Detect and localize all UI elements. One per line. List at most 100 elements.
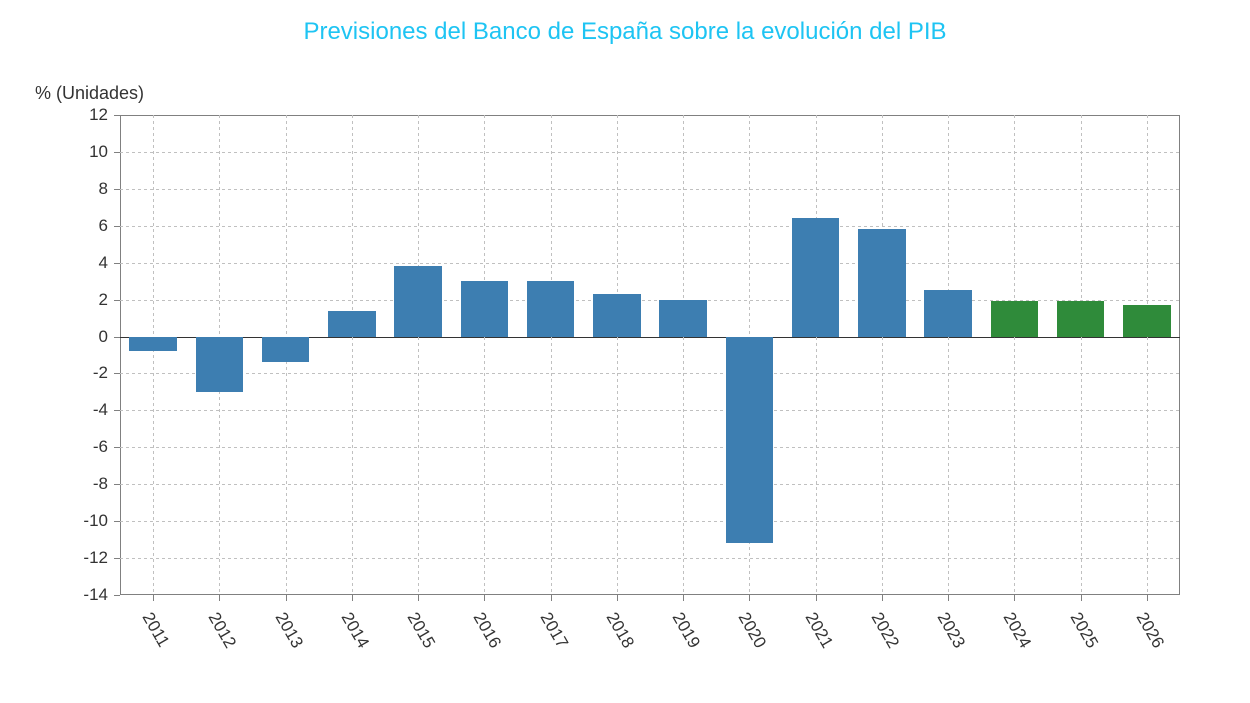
x-tick-label: 2020 — [734, 609, 770, 652]
y-tick-mark — [114, 115, 120, 116]
gridline-vertical — [1081, 115, 1082, 595]
y-tick-label: -10 — [68, 511, 108, 531]
x-tick-mark — [352, 595, 353, 601]
bar — [394, 266, 442, 336]
gridline-vertical — [816, 115, 817, 595]
x-tick-mark — [219, 595, 220, 601]
gridline-vertical — [551, 115, 552, 595]
gridline-horizontal — [120, 373, 1180, 374]
x-tick-label: 2011 — [138, 609, 174, 651]
x-tick-label: 2024 — [999, 609, 1035, 652]
y-tick-mark — [114, 152, 120, 153]
y-tick-mark — [114, 373, 120, 374]
gridline-horizontal — [120, 410, 1180, 411]
y-tick-mark — [114, 189, 120, 190]
y-tick-label: 8 — [68, 179, 108, 199]
bar — [196, 337, 244, 392]
x-tick-label: 2022 — [867, 609, 903, 652]
bar — [726, 337, 774, 544]
gridline-horizontal — [120, 300, 1180, 301]
gridline-horizontal — [120, 263, 1180, 264]
y-tick-mark — [114, 447, 120, 448]
bar — [527, 281, 575, 336]
gridline-horizontal — [120, 484, 1180, 485]
x-tick-mark — [286, 595, 287, 601]
bar — [328, 311, 376, 337]
gridline-vertical — [1147, 115, 1148, 595]
x-tick-mark — [749, 595, 750, 601]
bar — [593, 294, 641, 336]
y-tick-mark — [114, 410, 120, 411]
y-tick-mark — [114, 521, 120, 522]
x-tick-label: 2013 — [270, 609, 306, 652]
y-tick-label: 4 — [68, 253, 108, 273]
x-tick-label: 2023 — [933, 609, 969, 652]
bar — [129, 337, 177, 352]
x-tick-mark — [1081, 595, 1082, 601]
gridline-horizontal — [120, 226, 1180, 227]
bar — [1057, 301, 1105, 336]
x-tick-label: 2019 — [668, 609, 704, 652]
x-tick-label: 2021 — [800, 609, 836, 652]
bar — [924, 290, 972, 336]
y-tick-label: 10 — [68, 142, 108, 162]
gridline-vertical — [617, 115, 618, 595]
y-tick-mark — [114, 226, 120, 227]
x-tick-mark — [153, 595, 154, 601]
y-tick-label: -8 — [68, 474, 108, 494]
x-tick-mark — [683, 595, 684, 601]
plot-area: -14-12-10-8-6-4-202468101220112012201320… — [120, 115, 1180, 595]
x-tick-mark — [816, 595, 817, 601]
gridline-vertical — [418, 115, 419, 595]
y-tick-label: -14 — [68, 585, 108, 605]
x-tick-label: 2017 — [535, 609, 571, 652]
y-tick-label: 12 — [68, 105, 108, 125]
gridline-vertical — [352, 115, 353, 595]
bar — [461, 281, 509, 336]
gridline-vertical — [153, 115, 154, 595]
gridline-horizontal — [120, 152, 1180, 153]
bar — [991, 301, 1039, 336]
y-tick-mark — [114, 558, 120, 559]
gridline-horizontal — [120, 189, 1180, 190]
gridline-vertical — [484, 115, 485, 595]
x-tick-mark — [551, 595, 552, 601]
x-tick-mark — [484, 595, 485, 601]
x-tick-label: 2014 — [337, 609, 373, 652]
y-tick-label: 2 — [68, 290, 108, 310]
x-tick-mark — [1014, 595, 1015, 601]
x-tick-mark — [1147, 595, 1148, 601]
chart-title: Previsiones del Banco de España sobre la… — [0, 18, 1250, 46]
gridline-vertical — [683, 115, 684, 595]
gridline-vertical — [1014, 115, 1015, 595]
x-tick-label: 2012 — [204, 609, 240, 652]
y-tick-label: -6 — [68, 437, 108, 457]
y-tick-label: 0 — [68, 327, 108, 347]
bar — [1123, 305, 1171, 336]
y-tick-mark — [114, 484, 120, 485]
x-tick-mark — [882, 595, 883, 601]
gridline-vertical — [882, 115, 883, 595]
x-tick-label: 2015 — [403, 609, 439, 652]
x-tick-mark — [418, 595, 419, 601]
x-tick-label: 2025 — [1065, 609, 1101, 652]
gridline-horizontal — [120, 447, 1180, 448]
chart-container: Previsiones del Banco de España sobre la… — [0, 0, 1250, 703]
gridline-horizontal — [120, 521, 1180, 522]
gridline-vertical — [948, 115, 949, 595]
y-tick-label: 6 — [68, 216, 108, 236]
x-tick-label: 2016 — [469, 609, 505, 652]
x-tick-label: 2026 — [1132, 609, 1168, 652]
gridline-horizontal — [120, 558, 1180, 559]
bar — [659, 300, 707, 337]
x-tick-mark — [948, 595, 949, 601]
y-tick-label: -4 — [68, 400, 108, 420]
y-tick-mark — [114, 263, 120, 264]
bar — [262, 337, 310, 363]
x-tick-mark — [617, 595, 618, 601]
y-axis-label: % (Unidades) — [35, 83, 144, 104]
y-tick-mark — [114, 595, 120, 596]
y-tick-label: -12 — [68, 548, 108, 568]
y-tick-mark — [114, 300, 120, 301]
bar — [792, 218, 840, 336]
